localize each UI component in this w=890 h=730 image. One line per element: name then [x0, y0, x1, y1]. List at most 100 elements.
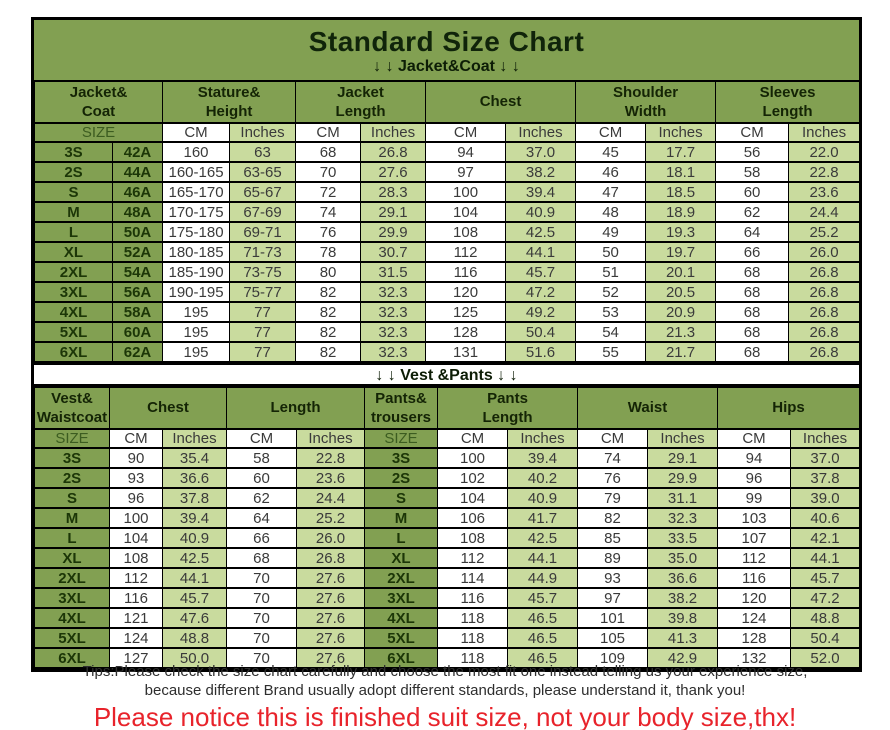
- value-cell: 44.9: [507, 567, 578, 589]
- table-row: 3XL 56A 190-195 75-77 82 32.3 120 47.2 52 20.5 68 2…: [34, 281, 861, 303]
- column-sub-header: SIZE: [34, 428, 110, 449]
- value-cell: 18.9: [645, 201, 717, 223]
- size-cell: 2XL: [34, 567, 110, 589]
- value-cell: 37.8: [790, 467, 861, 489]
- table-row: 2XL 112 44.1 70 27.6 2XL 114 44.9 93 36.6 116 45.7: [34, 567, 861, 589]
- value-cell: 26.8: [788, 341, 861, 363]
- value-cell: 46: [575, 161, 647, 183]
- value-cell: 26.8: [788, 281, 861, 303]
- size-cell: 4XL: [34, 301, 113, 323]
- column-group-header: Stature& Height: [162, 80, 297, 124]
- column-sub-header: Inches: [645, 122, 717, 143]
- value-cell: 48.8: [162, 627, 227, 649]
- size-cell: 60A: [111, 321, 164, 343]
- table-row: 3S 42A 160 63 68 26.8 94 37.0 45 17.7 56 22.0: [34, 141, 861, 163]
- value-cell: 93: [109, 467, 163, 489]
- column-group-header: Length: [226, 386, 365, 430]
- value-cell: 107: [717, 527, 792, 549]
- value-cell: 108: [109, 547, 163, 569]
- value-cell: 32.3: [360, 301, 427, 323]
- value-cell: 35.0: [646, 547, 719, 569]
- value-cell: 45: [575, 141, 647, 163]
- size-cell: 2S: [34, 161, 113, 183]
- value-cell: 39.4: [162, 507, 227, 529]
- value-cell: 105: [577, 627, 648, 649]
- value-cell: 38.2: [646, 587, 719, 609]
- group-header-row: Vest& Waistcoat Chest Length Pants& trouser…: [34, 386, 861, 430]
- size-cell: 6XL: [364, 647, 438, 669]
- value-cell: 31.1: [646, 487, 719, 509]
- value-cell: 63-65: [229, 161, 297, 183]
- value-cell: 50.4: [790, 627, 861, 649]
- column-group-header: Chest: [425, 80, 577, 124]
- column-sub-header: Inches: [507, 428, 578, 449]
- column-group-header: Pants& trousers: [364, 386, 438, 430]
- table-row: M 48A 170-175 67-69 74 29.1 104 40.9 48 18.9 62 24.…: [34, 201, 861, 223]
- value-cell: 45.7: [507, 587, 578, 609]
- value-cell: 55: [575, 341, 647, 363]
- value-cell: 68: [226, 547, 297, 569]
- value-cell: 47.6: [162, 607, 227, 629]
- value-cell: 195: [162, 321, 231, 343]
- column-group-header: Hips: [717, 386, 861, 430]
- size-cell: XL: [34, 241, 113, 263]
- column-group-header: Vest& Waistcoat: [34, 386, 110, 430]
- value-cell: 42.5: [505, 221, 577, 243]
- size-cell: S: [34, 181, 113, 203]
- value-cell: 29.1: [646, 447, 719, 469]
- value-cell: 112: [425, 241, 507, 263]
- value-cell: 112: [717, 547, 792, 569]
- size-cell: L: [34, 221, 113, 243]
- value-cell: 76: [295, 221, 362, 243]
- column-group-header: Jacket& Coat: [33, 80, 164, 124]
- value-cell: 185-190: [162, 261, 231, 283]
- value-cell: 195: [162, 301, 231, 323]
- value-cell: 39.4: [507, 447, 578, 469]
- unit-header-row: SIZE CM Inches CM Inches CM Inches CM Inches CM In…: [33, 122, 861, 143]
- column-group-header: Sleeves Length: [715, 80, 861, 124]
- value-cell: 26.8: [360, 141, 427, 163]
- value-cell: 68: [715, 321, 790, 343]
- column-sub-header: CM: [715, 122, 790, 143]
- column-sub-header: Inches: [788, 122, 861, 143]
- value-cell: 46.5: [507, 627, 578, 649]
- value-cell: 63: [229, 141, 297, 163]
- table-row: 4XL 121 47.6 70 27.6 4XL 118 46.5 101 39.8 124 48.8: [34, 607, 861, 629]
- value-cell: 85: [577, 527, 648, 549]
- value-cell: 116: [717, 567, 792, 589]
- value-cell: 32.3: [646, 507, 719, 529]
- value-cell: 49.2: [505, 301, 577, 323]
- value-cell: 100: [425, 181, 507, 203]
- value-cell: 44.1: [505, 241, 577, 263]
- value-cell: 97: [425, 161, 507, 183]
- unit-header-row: SIZE CM Inches CM Inches SIZE CM Inches CM Inches…: [34, 428, 861, 449]
- value-cell: 165-170: [162, 181, 231, 203]
- value-cell: 49: [575, 221, 647, 243]
- size-cell: M: [34, 201, 113, 223]
- size-cell: XL: [34, 547, 110, 569]
- value-cell: 47.2: [790, 587, 861, 609]
- value-cell: 127: [109, 647, 163, 669]
- value-cell: 77: [229, 321, 297, 343]
- value-cell: 104: [109, 527, 163, 549]
- value-cell: 82: [295, 301, 362, 323]
- value-cell: 70: [226, 647, 297, 669]
- value-cell: 132: [717, 647, 792, 669]
- value-cell: 26.8: [788, 321, 861, 343]
- value-cell: 23.6: [296, 467, 365, 489]
- column-sub-header: SIZE: [33, 122, 164, 143]
- column-sub-header: Inches: [646, 428, 719, 449]
- value-cell: 39.8: [646, 607, 719, 629]
- table-row: S 46A 165-170 65-67 72 28.3 100 39.4 47 18.5 60 23.…: [34, 181, 861, 203]
- value-cell: 20.5: [645, 281, 717, 303]
- size-cell: 62A: [111, 341, 164, 363]
- size-cell: 52A: [111, 241, 164, 263]
- value-cell: 27.6: [296, 587, 365, 609]
- value-cell: 74: [295, 201, 362, 223]
- value-cell: 58: [715, 161, 790, 183]
- value-cell: 21.7: [645, 341, 717, 363]
- value-cell: 90: [109, 447, 163, 469]
- value-cell: 80: [295, 261, 362, 283]
- value-cell: 27.6: [296, 647, 365, 669]
